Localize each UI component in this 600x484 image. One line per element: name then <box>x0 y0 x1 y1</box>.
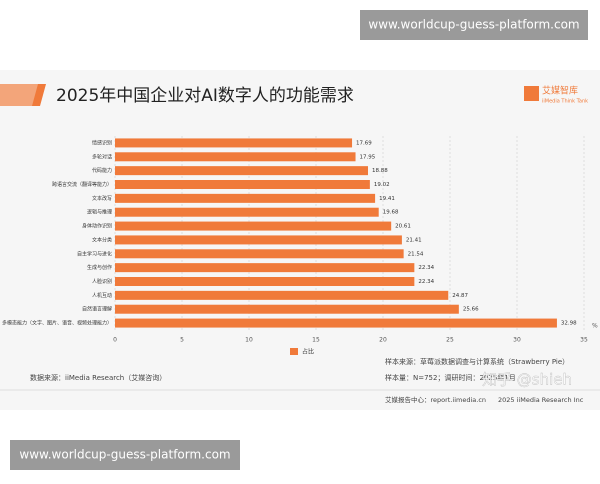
y-tick-label: 自主学习与进化 <box>77 250 112 257</box>
y-tick-label: 生成与创作 <box>87 264 112 271</box>
y-tick-label: 多轮对话 <box>92 153 112 160</box>
watermark: www.worldcup-guess-platform.com <box>19 448 230 462</box>
sample-size: 样本量：N=752；调研时间：2025年1月 <box>385 373 516 382</box>
bar <box>115 235 402 245</box>
value-label: 22.34 <box>418 279 434 285</box>
y-tick-label: 情感识别 <box>92 139 112 146</box>
logo-icon <box>524 86 539 101</box>
title-stripe <box>32 84 46 106</box>
x-tick-label: 35 <box>580 337 588 344</box>
x-tick-label: 30 <box>513 337 521 344</box>
value-label: 25.66 <box>463 307 479 313</box>
bar <box>115 152 356 162</box>
bar <box>115 249 404 259</box>
value-label: 22.34 <box>418 265 434 271</box>
watermark-box <box>360 10 588 40</box>
bar <box>115 193 376 203</box>
chart-title: 2025年中国企业对AI数字人的功能需求 <box>56 86 354 106</box>
legend-label: 占比 <box>302 348 314 356</box>
y-tick-label: 人机互动 <box>92 292 112 299</box>
y-tick-label: 人脸识别 <box>92 278 112 285</box>
zhihu-watermark: 知乎 @shieh <box>482 371 572 389</box>
x-unit: % <box>592 323 598 330</box>
x-tick-label: 25 <box>446 337 454 344</box>
y-tick-label: 身体动作识别 <box>82 223 112 230</box>
x-tick-label: 5 <box>180 337 184 344</box>
watermark: www.worldcup-guess-platform.com <box>368 18 579 32</box>
value-label: 21.41 <box>406 237 422 243</box>
y-tick-label: 跨语言交流（翻译等能力） <box>52 181 112 188</box>
x-tick-label: 20 <box>379 337 387 344</box>
sample-source: 样本来源：草莓派数据调查与计算系统（Strawberry Pie） <box>385 357 569 366</box>
value-label: 24.87 <box>452 293 468 299</box>
bar <box>115 207 379 217</box>
value-label: 20.61 <box>395 224 411 230</box>
y-tick-label: 逻辑与推理 <box>87 209 112 216</box>
y-tick-label: 文本分类 <box>92 236 112 243</box>
bar <box>115 290 449 300</box>
footer-copy: 2025 iiMedia Research Inc <box>498 396 584 404</box>
title-stripe <box>0 84 40 106</box>
y-tick-label: 自然语言理解 <box>82 306 112 313</box>
x-tick-label: 0 <box>113 337 117 344</box>
value-label: 18.88 <box>372 168 388 174</box>
value-label: 19.02 <box>374 182 390 188</box>
value-label: 19.41 <box>379 196 395 202</box>
value-label: 17.69 <box>356 140 372 146</box>
value-label: 32.98 <box>561 321 577 327</box>
data-source: 数据来源：iiMedia Research（艾媒咨询） <box>30 373 166 382</box>
bar <box>115 221 392 231</box>
logo-name: 艾媒智库 <box>542 85 578 97</box>
x-tick-label: 10 <box>245 337 253 344</box>
x-tick-label: 15 <box>312 337 320 344</box>
y-tick-label: 代码能力 <box>92 167 112 174</box>
bar <box>115 138 353 148</box>
value-label: 19.68 <box>383 210 399 216</box>
bar <box>115 166 368 176</box>
legend-swatch <box>290 348 298 355</box>
value-label: 17.95 <box>360 154 376 160</box>
logo-subtitle: iiMedia Think Tank <box>542 99 588 105</box>
bar <box>115 180 370 189</box>
watermark-box <box>10 440 240 470</box>
bar <box>115 318 557 328</box>
footer-site: 艾媒报告中心：report.iimedia.cn <box>385 395 486 404</box>
y-tick-label: 多模态能力（文字、图片、语音、视频处理能力） <box>2 320 112 327</box>
y-tick-label: 文本改写 <box>92 195 112 202</box>
value-label: 21.54 <box>408 251 424 257</box>
bar <box>115 277 415 286</box>
bar <box>115 263 415 273</box>
bar <box>115 304 459 314</box>
